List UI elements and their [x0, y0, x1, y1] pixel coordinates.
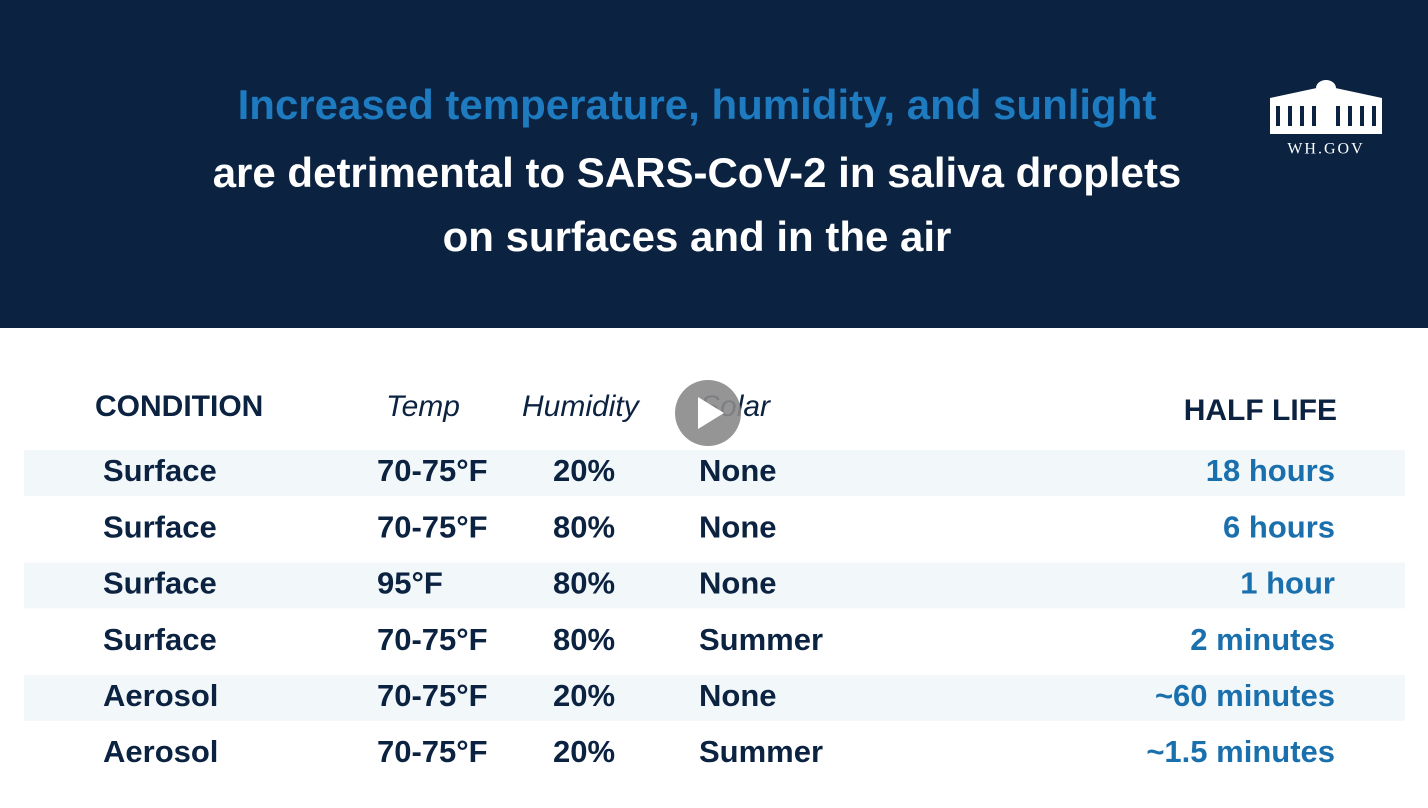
table-cell: Surface — [103, 509, 217, 544]
table-cell: 18 hours — [1206, 453, 1335, 488]
column-header: HALF LIFE — [1184, 394, 1337, 427]
table-cell: 6 hours — [1223, 509, 1335, 544]
table-cell: 70-75°F — [377, 622, 488, 657]
table-cell: 80% — [553, 566, 615, 601]
table-cell: 80% — [553, 509, 615, 544]
row-stripe — [24, 674, 1405, 721]
table-cell: 80% — [553, 622, 615, 657]
column-header: CONDITION — [95, 390, 263, 423]
header-band — [0, 0, 1428, 328]
row-stripe — [24, 450, 1405, 496]
table-cell: 70-75°F — [377, 734, 488, 769]
column-header: Humidity — [522, 390, 641, 423]
table-cell: 20% — [553, 734, 615, 769]
table-cell: 70-75°F — [377, 509, 488, 544]
title-line: Increased temperature, humidity, and sun… — [238, 81, 1157, 128]
table-body: Surface 70-75°F 20% None 18 hours Surface 70-7… — [24, 450, 1405, 769]
table-cell: Summer — [699, 622, 823, 657]
title-line: are detrimental to SARS-CoV-2 in saliva … — [213, 149, 1182, 196]
table-cell: 95°F — [377, 566, 443, 601]
table-cell: 70-75°F — [377, 453, 488, 488]
table-cell: 70-75°F — [377, 678, 488, 713]
table-cell: Aerosol — [103, 678, 218, 713]
table-cell: 1 hour — [1240, 566, 1335, 601]
play-button[interactable] — [675, 380, 741, 446]
table-cell: None — [699, 678, 777, 713]
table-cell: 20% — [553, 453, 615, 488]
play-icon[interactable] — [698, 397, 724, 429]
table-cell: Summer — [699, 734, 823, 769]
table-cell: Surface — [103, 622, 217, 657]
table-cell: 20% — [553, 678, 615, 713]
row-stripe — [24, 562, 1405, 609]
table-cell: ~1.5 minutes — [1146, 734, 1335, 769]
table-cell: None — [699, 509, 777, 544]
table-cell: ~60 minutes — [1155, 678, 1335, 713]
table-cell: 2 minutes — [1190, 622, 1335, 657]
table-cell: None — [699, 566, 777, 601]
table-cell: Aerosol — [103, 734, 218, 769]
table-cell: Surface — [103, 566, 217, 601]
column-header: Temp — [386, 390, 460, 423]
table-cell: Surface — [103, 453, 217, 488]
table-cell: None — [699, 453, 777, 488]
logo-text: WH.GOV — [1287, 141, 1364, 158]
title-line: on surfaces and in the air — [443, 213, 952, 260]
logo — [1270, 80, 1382, 134]
